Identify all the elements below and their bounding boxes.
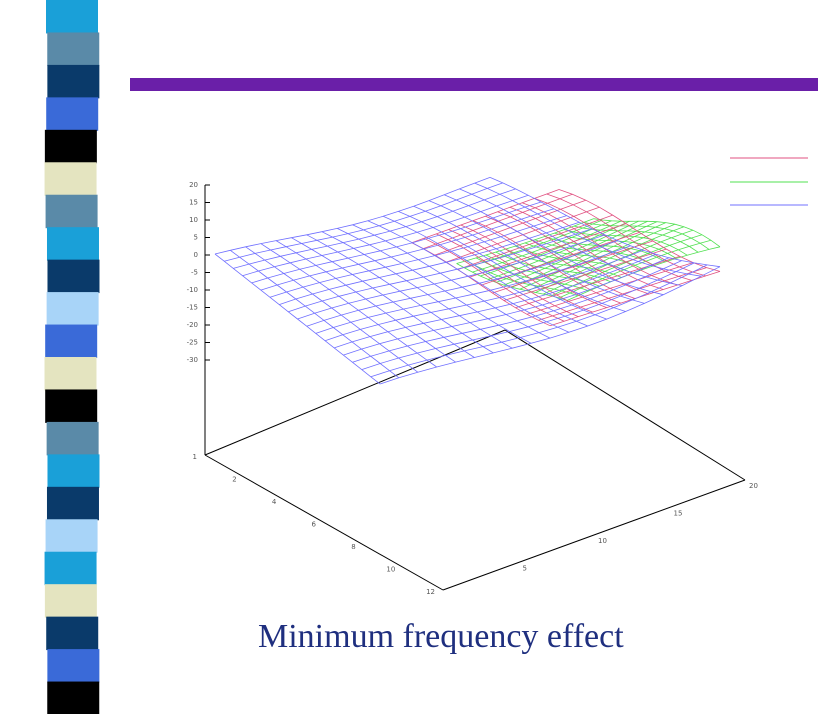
z-tick-label: -20 [187, 321, 198, 329]
right-axis-tick-label: 15 [674, 510, 683, 518]
mesh-line [535, 226, 685, 293]
left-axis-tick-label: 8 [351, 543, 355, 551]
z-tick-label: -30 [187, 356, 198, 364]
mesh-line [324, 249, 644, 342]
left-axis-tick-label: 1 [193, 453, 197, 461]
mesh-line [370, 264, 708, 378]
mesh-line [379, 266, 721, 385]
stripe [44, 357, 97, 391]
z-tick-label: -5 [191, 269, 198, 277]
mesh-line [546, 193, 706, 277]
stripe-bar [44, 0, 100, 714]
stripe [47, 32, 100, 66]
mesh-line [524, 242, 644, 270]
stripe [47, 454, 100, 488]
mesh-line [558, 189, 721, 272]
stripe [44, 129, 97, 164]
stripe [44, 584, 97, 618]
mesh-line [251, 201, 542, 284]
z-tick-label: -15 [187, 304, 198, 312]
stripe [47, 681, 100, 714]
mesh-line [233, 188, 516, 269]
caption: Minimum frequency effect [258, 618, 624, 655]
z-tick-label: 5 [194, 234, 198, 242]
left-axis-tick-label: 10 [386, 566, 395, 574]
window-titlebar [130, 78, 818, 91]
axis [442, 479, 746, 591]
stripe [47, 259, 100, 294]
mesh-line [361, 262, 695, 370]
z-tick-label: 20 [189, 181, 198, 189]
mesh-line [411, 189, 560, 244]
z-tick-label: 15 [189, 199, 198, 207]
mesh-line [566, 246, 721, 301]
left-axis-tick-label: 4 [272, 498, 277, 506]
mesh-line [593, 218, 721, 248]
mesh-line [260, 243, 437, 368]
right-axis-tick-label: 20 [749, 482, 758, 490]
z-tick-label: -10 [187, 286, 198, 294]
mesh-line [489, 177, 721, 268]
mesh-line [242, 194, 529, 277]
stripe [46, 486, 99, 521]
stripe [47, 64, 100, 99]
stripe [46, 97, 99, 131]
z-tick-label: -25 [187, 339, 198, 347]
stripe [45, 324, 98, 358]
stripe [44, 162, 97, 196]
surface-plot: 20151050-5-10-15-20-25-30124681012510152… [187, 157, 808, 596]
mesh-line [275, 240, 456, 363]
z-tick-label: 10 [189, 216, 198, 224]
mesh-line [534, 239, 655, 266]
z-tick-label: 0 [194, 251, 198, 259]
stripe [46, 292, 99, 326]
stripe [47, 649, 100, 683]
stripe [45, 194, 98, 229]
mesh-line [444, 194, 664, 296]
stripe [45, 519, 98, 553]
left-axis-tick-label: 6 [312, 521, 317, 529]
axis [504, 329, 746, 481]
right-axis-tick-label: 5 [523, 565, 527, 573]
mesh-line [534, 198, 692, 281]
axis [204, 454, 444, 591]
stripe [45, 389, 98, 423]
stripe [46, 616, 99, 651]
stripe [46, 227, 99, 261]
mesh-line [538, 267, 707, 321]
mesh-line [583, 222, 710, 250]
mesh-line [544, 236, 666, 263]
mesh-line [269, 215, 567, 298]
right-axis-tick-label: 10 [598, 537, 607, 545]
stripe [44, 551, 97, 586]
stripe [46, 421, 99, 456]
left-axis-tick-label: 12 [426, 588, 435, 596]
mesh-line [343, 257, 670, 356]
mesh-line [291, 237, 475, 358]
stripe [46, 0, 98, 34]
axis [204, 329, 506, 456]
left-axis-tick-label: 2 [232, 476, 236, 484]
mesh-line [554, 232, 677, 259]
mesh-line [459, 188, 683, 286]
mesh-line [474, 182, 702, 277]
